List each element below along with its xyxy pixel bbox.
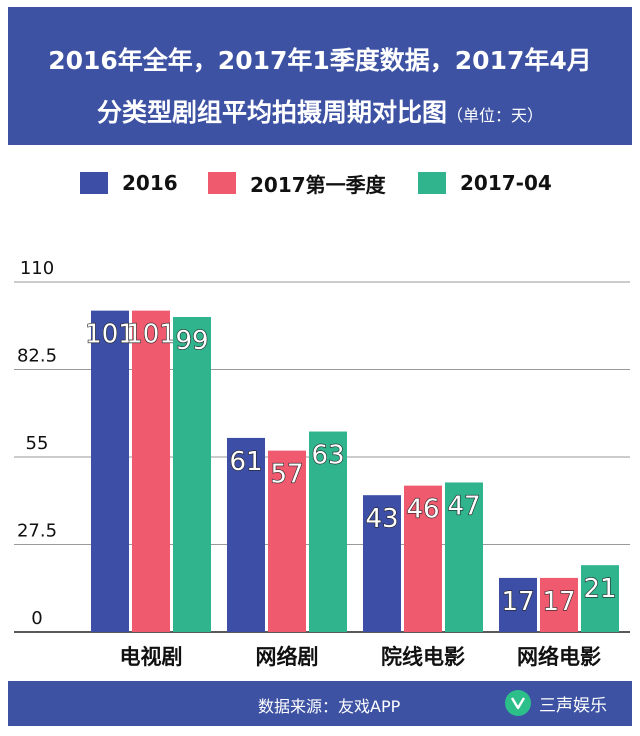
bar [499, 577, 537, 632]
y-tick-label: 27.5 [17, 521, 57, 542]
bar-value-label: 101 [126, 320, 176, 350]
bar [173, 317, 211, 632]
bar [404, 485, 442, 632]
y-tick-label: 110 [20, 258, 54, 279]
bar [445, 482, 483, 632]
bar-value-label: 43 [365, 504, 398, 534]
legend-label-2017-q1: 2017第一季度 [250, 172, 386, 197]
x-category-label: 网络剧 [256, 645, 319, 669]
legend-label-2016: 2016 [122, 171, 178, 195]
bar [309, 431, 347, 632]
y-tick-label: 0 [31, 608, 42, 629]
x-category-label: 院线电影 [381, 645, 465, 669]
bar [227, 437, 265, 632]
legend-swatch-2017-04 [418, 172, 446, 194]
chart-title-unit: （单位：天） [447, 106, 544, 125]
brand-logo-text: 三声娱乐 [539, 695, 607, 716]
bar [540, 577, 578, 632]
title-banner: 2016年全年，2017年1季度数据，2017年4月 分类型剧组平均拍摄周期对比… [8, 7, 632, 145]
bar-value-label: 63 [311, 441, 344, 471]
bar [363, 495, 401, 632]
legend-label-2017-04: 2017-04 [460, 171, 552, 195]
legend-item-2017-q1: 2017第一季度 [208, 168, 386, 198]
bar-value-label: 46 [406, 495, 439, 525]
x-category-label: 电视剧 [120, 645, 183, 669]
bar-value-label: 47 [447, 491, 480, 521]
footer-banner: 数据来源：友戏APP 三声娱乐 [8, 681, 632, 726]
legend: 2016 2017第一季度 2017-04 [0, 168, 640, 198]
chart-title-line1: 2016年全年，2017年1季度数据，2017年4月 [48, 46, 592, 75]
chart-title-line2: 分类型剧组平均拍摄周期对比图（单位：天） [8, 93, 632, 129]
bar-value-label: 99 [175, 326, 208, 356]
bar-value-label: 17 [501, 587, 534, 617]
legend-item-2017-04: 2017-04 [418, 168, 552, 198]
bar [132, 310, 170, 632]
brand-logo-icon [505, 690, 531, 716]
bar-value-label: 57 [270, 460, 303, 490]
x-category-label: 网络电影 [517, 645, 601, 669]
bar [91, 310, 129, 632]
chart-title-main: 分类型剧组平均拍摄周期对比图 [96, 98, 447, 127]
legend-swatch-2017-q1 [208, 172, 236, 194]
brand-logo: 三声娱乐 [505, 690, 607, 716]
bar [268, 450, 306, 632]
y-tick-label: 55 [26, 433, 49, 454]
bar-value-label: 61 [229, 447, 262, 477]
bar-value-label: 101 [85, 320, 135, 350]
legend-item-2016: 2016 [80, 168, 178, 198]
y-tick-label: 82.5 [17, 346, 57, 367]
bar [581, 565, 619, 632]
legend-swatch-2016 [80, 172, 108, 194]
bar-value-label: 21 [583, 574, 616, 604]
bar-value-label: 17 [542, 587, 575, 617]
data-source-text: 数据来源：友戏APP [258, 697, 401, 716]
